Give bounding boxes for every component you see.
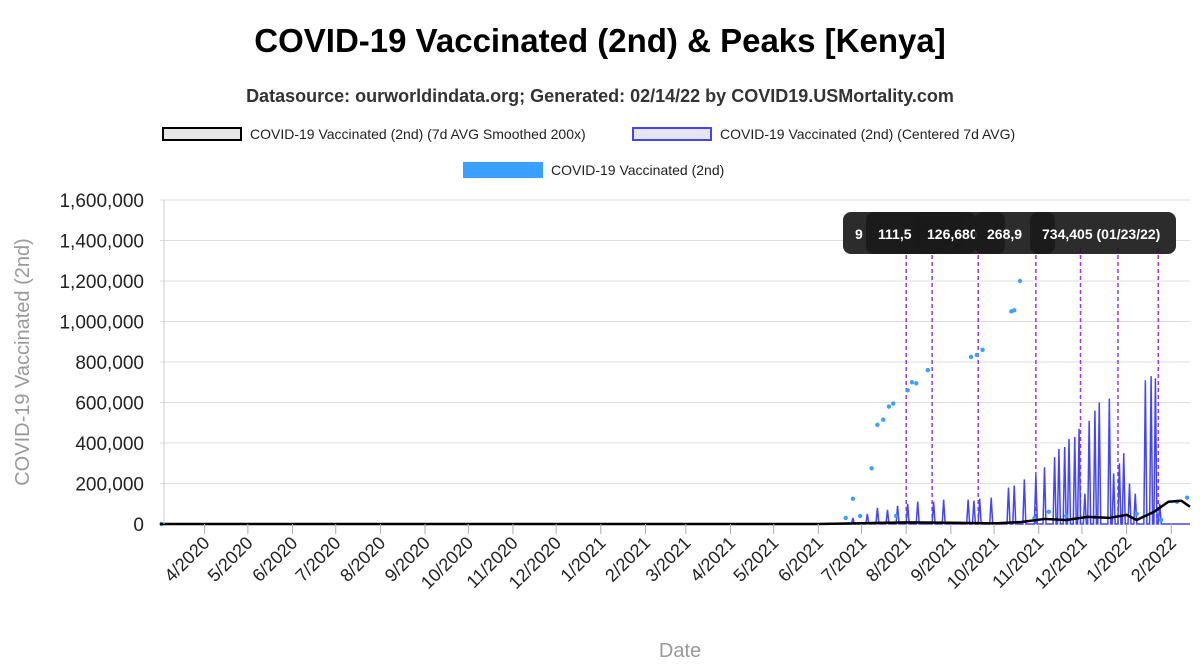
x-tick-label: 8/2021 — [862, 533, 915, 586]
data-point — [886, 404, 892, 409]
legend-item-centered-avg[interactable]: COVID-19 Vaccinated (2nd) (Centered 7d A… — [632, 126, 1015, 142]
data-point — [909, 380, 915, 385]
data-point — [1134, 511, 1139, 517]
y-tick-label: 1,200,000 — [59, 272, 144, 293]
data-point — [1063, 513, 1069, 519]
peak-annotation-label: 734,405 (01/23/22) — [1042, 226, 1160, 242]
peak-lines — [905, 248, 1160, 524]
data-point — [891, 401, 896, 406]
y-tick-label: 0 — [133, 515, 144, 536]
legend-swatch-smoothed — [162, 127, 242, 141]
data-point — [974, 352, 979, 358]
data-point — [875, 422, 880, 427]
x-tick-label: 1/2022 — [1082, 533, 1135, 586]
x-tick-label: 2/2021 — [601, 533, 654, 586]
x-tick-label: 3/2021 — [642, 533, 695, 586]
x-axis-label: Date — [659, 640, 701, 662]
data-point — [968, 354, 974, 360]
y-tick-label: 200,000 — [75, 475, 144, 496]
legend-item-smoothed[interactable]: COVID-19 Vaccinated (2nd) (7d AVG Smooth… — [162, 126, 586, 142]
y-tick-label: 400,000 — [75, 434, 144, 455]
peak-annotation-label: 268,9 — [987, 226, 1022, 242]
data-point — [925, 367, 931, 373]
data-point — [980, 347, 985, 353]
legend-label-centered-avg: COVID-19 Vaccinated (2nd) (Centered 7d A… — [720, 126, 1016, 142]
data-point — [905, 388, 910, 393]
y-tick-label: 1,600,000 — [59, 191, 144, 212]
x-tick-label: 7/2021 — [817, 533, 870, 586]
data-point — [1184, 495, 1190, 500]
data-point — [1158, 517, 1164, 523]
data-point — [857, 513, 863, 519]
peak-annotations: 9 111,5 126,680 268,9 734,405 (01/23/22) — [843, 212, 1176, 254]
peak-annotation-label: 9 — [855, 226, 863, 242]
y-axis-label: COVID-19 Vaccinated (2nd) — [12, 238, 34, 486]
data-point — [893, 513, 899, 519]
data-point — [843, 515, 848, 521]
y-tick-label: 1,400,000 — [59, 232, 144, 253]
chart-subtitle: Datasource: ourworldindata.org; Generate… — [246, 86, 954, 106]
legend-label-daily: COVID-19 Vaccinated (2nd) — [551, 162, 725, 178]
legend-item-daily[interactable]: COVID-19 Vaccinated (2nd) — [463, 162, 724, 178]
x-tick-label: 8/2020 — [336, 533, 389, 586]
x-tick-label: 6/2021 — [774, 533, 827, 586]
y-tick-label: 800,000 — [75, 353, 144, 374]
peak-annotation-box — [1030, 212, 1176, 254]
data-point — [850, 496, 856, 501]
legend-swatch-daily — [463, 162, 543, 178]
data-point — [1046, 509, 1052, 515]
x-tick-label: 5/2021 — [729, 533, 782, 586]
x-tick-label: 6/2020 — [248, 533, 301, 586]
x-tick-label: 2/2022 — [1127, 533, 1180, 586]
series-layer — [159, 278, 1191, 527]
data-point — [1012, 308, 1017, 313]
series-centered-avg-line — [160, 376, 1190, 525]
x-tick-label: 4/2020 — [160, 533, 213, 586]
x-tick-label: 1/2021 — [557, 533, 610, 586]
peak-annotation-label: 111,5 — [878, 226, 912, 242]
y-tick-label: 1,000,000 — [59, 313, 144, 334]
x-tick-label: 7/2020 — [291, 533, 344, 586]
x-tick-label: 4/2021 — [686, 533, 739, 586]
data-point — [1017, 278, 1023, 284]
y-tick-label: 600,000 — [75, 394, 144, 415]
data-point — [914, 381, 919, 386]
legend-swatch-centered-avg — [632, 127, 712, 141]
chart-title: COVID-19 Vaccinated (2nd) & Peaks [Kenya… — [254, 22, 946, 59]
data-point — [869, 466, 874, 471]
x-tick-label: 5/2020 — [204, 533, 257, 586]
peak-annotation-label: 126,680 — [927, 226, 978, 242]
series-smoothed-line — [160, 499, 1191, 526]
data-point — [880, 417, 886, 422]
legend-label-smoothed: COVID-19 Vaccinated (2nd) (7d AVG Smooth… — [250, 126, 586, 142]
